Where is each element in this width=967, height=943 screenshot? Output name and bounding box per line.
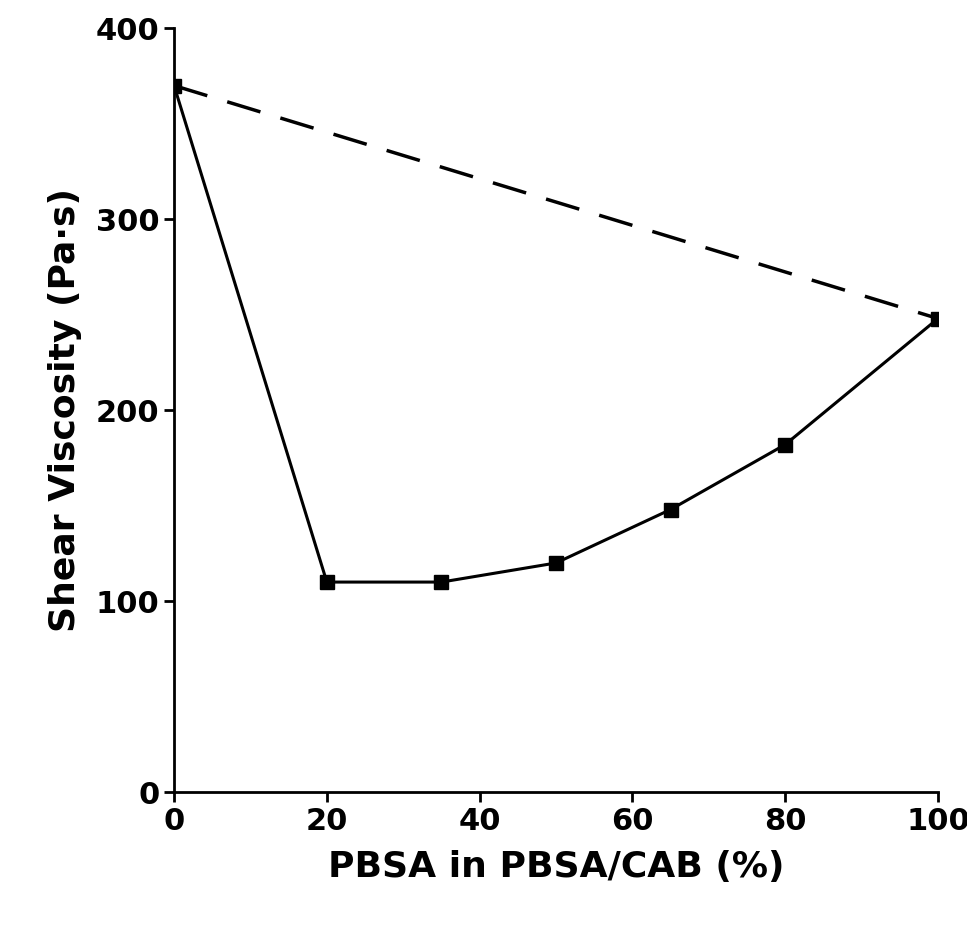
X-axis label: PBSA in PBSA/CAB (%): PBSA in PBSA/CAB (%) <box>328 850 784 884</box>
Y-axis label: Shear Viscosity (Pa·s): Shear Viscosity (Pa·s) <box>47 189 82 632</box>
